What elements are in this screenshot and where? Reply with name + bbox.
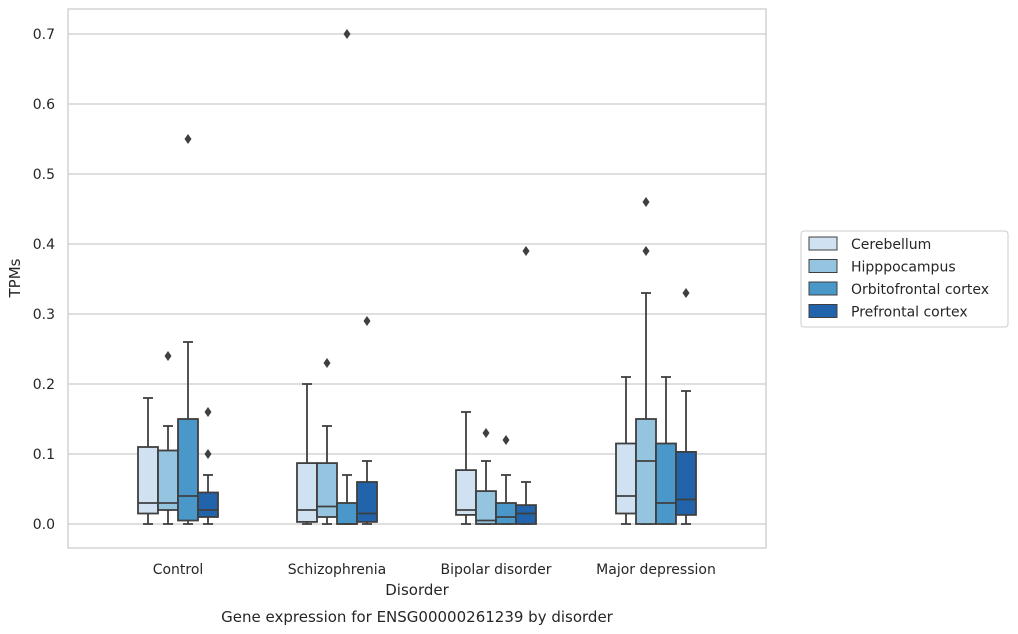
box-body [495,502,517,525]
x-tick-label: Major depression [596,562,716,578]
outlier-point [642,246,650,256]
chart-caption: Gene expression for ENSG00000261239 by d… [221,608,614,626]
box-body [455,469,477,516]
outlier-point [363,316,371,326]
legend: Cerebellum Hipppocampus Orbitofrontal cort… [800,230,1009,328]
outlier-point [204,449,212,459]
box-body [515,504,537,525]
y-tick-label: 0.4 [33,237,55,253]
plot-frame [67,8,767,549]
box-orbitofrontal-cortex-3 [655,376,677,525]
box-prefrontal-cortex-0 [197,407,219,525]
y-tick-label: 0.1 [33,447,55,463]
y-tick-label: 0.7 [33,27,55,43]
y-tick-label: 0.5 [33,167,55,183]
box-orbitofrontal-cortex-0 [177,134,199,525]
box-prefrontal-cortex-3 [675,288,697,525]
box-body [635,418,657,525]
boxes [137,29,697,525]
outlier-point [642,197,650,207]
legend-swatch [808,236,838,251]
y-tick-label: 0.0 [33,517,55,533]
box-body [336,502,358,525]
box-cerebellum-2 [455,411,477,525]
x-axis-label: Disorder [385,581,449,599]
legend-swatch [808,304,838,318]
box-hipppocampus-2 [475,428,497,525]
box-body [475,490,497,525]
box-body [157,449,179,511]
legend-label: Orbitofrontal cortex [851,282,989,298]
outlier-point [482,428,490,438]
outlier-point [204,407,212,417]
legend-label: Cerebellum [851,237,931,253]
y-tick-label: 0.6 [33,97,55,113]
box-body [356,481,378,523]
box-hipppocampus-1 [316,358,338,525]
box-orbitofrontal-cortex-1 [336,29,358,525]
box-body [296,462,318,523]
box-orbitofrontal-cortex-2 [495,435,517,525]
box-body [655,442,677,525]
legend-label: Hipppocampus [851,260,956,276]
y-tick-label: 0.2 [33,377,55,393]
x-tick-label: Schizophrenia [288,562,386,578]
outlier-point [184,134,192,144]
y-axis-label: TPMs [6,258,24,298]
x-tick-label: Control [153,562,204,578]
legend-frame [800,230,1009,328]
box-body [316,462,338,518]
box-body [675,450,697,516]
legend-label: Prefrontal cortex [851,305,968,321]
legend-swatch [808,259,838,273]
y-tick-labels: 0.0 0.1 0.2 0.3 0.4 0.5 0.6 0.7 [33,27,55,533]
box-hipppocampus-3 [635,197,657,525]
x-tick-labels: Control Schizophrenia Bipolar disorder Majo… [153,562,716,578]
box-body [197,491,219,518]
box-cerebellum-0 [137,397,159,525]
outlier-point [343,29,351,39]
box-hipppocampus-0 [157,351,179,525]
box-body [177,418,199,522]
legend-swatch [808,281,838,296]
box-body [615,442,637,515]
outlier-point [164,351,172,361]
x-tick-label: Bipolar disorder [440,562,551,578]
box-cerebellum-1 [296,383,318,525]
outlier-point [323,358,331,368]
y-tick-label: 0.3 [33,307,55,323]
box-prefrontal-cortex-2 [515,246,537,525]
outlier-point [502,435,510,445]
box-prefrontal-cortex-1 [356,316,378,525]
outlier-point [682,288,690,298]
outlier-point [522,246,530,256]
box-cerebellum-3 [615,376,637,525]
